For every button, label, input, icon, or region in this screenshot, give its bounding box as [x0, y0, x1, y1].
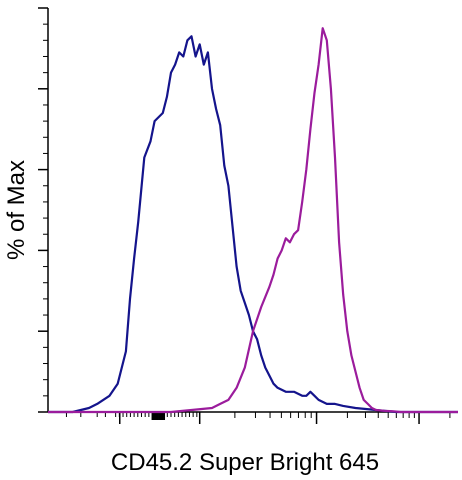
y-axis-title: % of Max [3, 160, 30, 260]
y-axis-ticks [38, 7, 48, 413]
series-layer [48, 27, 458, 414]
series-line-1 [48, 35, 458, 414]
plot-frame [47, 8, 458, 413]
x-axis-ticks [65, 412, 451, 424]
x-axis-title: CD45.2 Super Bright 645 [111, 449, 379, 476]
series-line-2 [48, 27, 458, 414]
